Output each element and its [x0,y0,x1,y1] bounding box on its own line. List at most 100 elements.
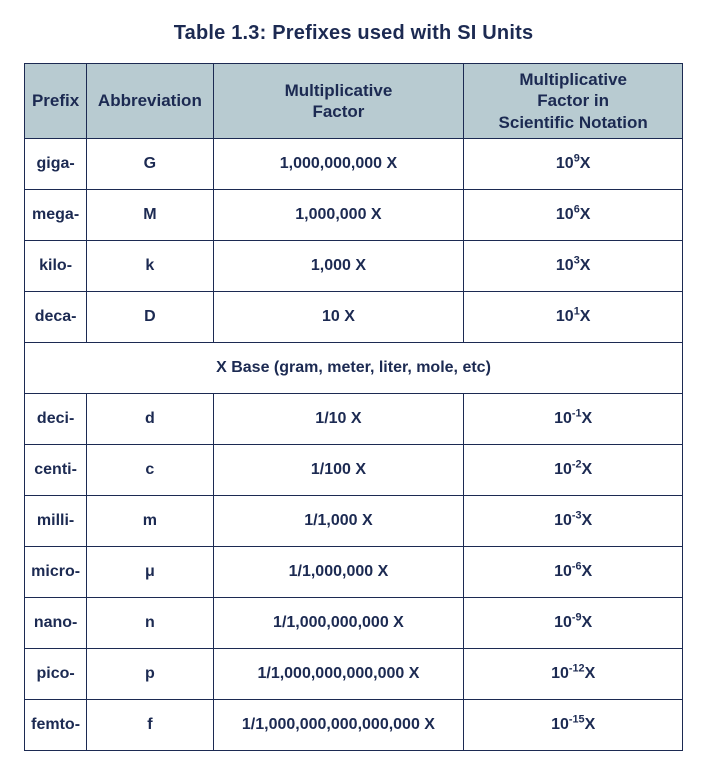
cell-factor: 1/1,000 X [213,496,464,547]
si-prefix-table: Prefix Abbreviation Multiplicative Facto… [24,63,683,751]
cell-sci: 10-1X [464,394,683,445]
sci-suffix: X [582,512,593,529]
sci-base: 10 [556,155,574,172]
sci-exp: -1 [572,408,582,420]
cell-factor: 1/1,000,000,000,000 X [213,649,464,700]
cell-prefix: milli- [25,496,87,547]
cell-factor: 1/10 X [213,394,464,445]
cell-prefix: giga- [25,139,87,190]
table-body: giga- G 1,000,000,000 X 109X mega- M 1,0… [25,139,683,751]
sci-base: 10 [554,512,572,529]
col-header-sci-l1: Multiplicative [519,70,627,89]
cell-factor: 1,000,000 X [213,190,464,241]
cell-prefix: nano- [25,598,87,649]
table-row: nano- n 1/1,000,000,000 X 10-9X [25,598,683,649]
sci-base: 10 [554,461,572,478]
cell-sci: 103X [464,241,683,292]
sci-exp: -3 [572,510,582,522]
col-header-prefix: Prefix [25,64,87,139]
sci-exp: -6 [572,561,582,573]
cell-factor: 1,000,000,000 X [213,139,464,190]
cell-abbr: k [87,241,213,292]
sci-suffix: X [582,461,593,478]
cell-sci: 10-12X [464,649,683,700]
table-header-row: Prefix Abbreviation Multiplicative Facto… [25,64,683,139]
col-header-factor: Multiplicative Factor [213,64,464,139]
separator-cell: X Base (gram, meter, liter, mole, etc) [25,343,683,394]
table-row: femto- f 1/1,000,000,000,000,000 X 10-15… [25,700,683,751]
col-header-sci-l2: Factor in [537,91,609,110]
cell-factor: 1/100 X [213,445,464,496]
col-header-factor-l2: Factor [312,102,364,121]
cell-abbr: c [87,445,213,496]
cell-abbr: m [87,496,213,547]
table-header: Prefix Abbreviation Multiplicative Facto… [25,64,683,139]
sci-base: 10 [551,665,569,682]
cell-abbr: d [87,394,213,445]
cell-sci: 109X [464,139,683,190]
cell-abbr: μ [87,547,213,598]
sci-exp: -2 [572,459,582,471]
table-row: centi- c 1/100 X 10-2X [25,445,683,496]
cell-sci: 10-9X [464,598,683,649]
sci-exp: -9 [572,612,582,624]
cell-sci: 10-3X [464,496,683,547]
cell-factor: 1/1,000,000,000 X [213,598,464,649]
cell-prefix: kilo- [25,241,87,292]
sci-suffix: X [580,257,591,274]
cell-prefix: pico- [25,649,87,700]
cell-sci: 101X [464,292,683,343]
cell-prefix: femto- [25,700,87,751]
table-row: deci- d 1/10 X 10-1X [25,394,683,445]
sci-suffix: X [580,155,591,172]
col-header-sci: Multiplicative Factor in Scientific Nota… [464,64,683,139]
table-row: micro- μ 1/1,000,000 X 10-6X [25,547,683,598]
table-row: giga- G 1,000,000,000 X 109X [25,139,683,190]
sci-exp: -12 [569,663,585,675]
table-row: deca- D 10 X 101X [25,292,683,343]
cell-factor: 1,000 X [213,241,464,292]
sci-base: 10 [551,716,569,733]
table-row: kilo- k 1,000 X 103X [25,241,683,292]
sci-base: 10 [554,563,572,580]
cell-abbr: M [87,190,213,241]
sci-suffix: X [580,308,591,325]
col-header-abbr: Abbreviation [87,64,213,139]
cell-prefix: mega- [25,190,87,241]
cell-abbr: p [87,649,213,700]
page-title: Table 1.3: Prefixes used with SI Units [24,22,683,45]
sci-base: 10 [556,206,574,223]
table-row: milli- m 1/1,000 X 10-3X [25,496,683,547]
table-row: pico- p 1/1,000,000,000,000 X 10-12X [25,649,683,700]
cell-sci: 106X [464,190,683,241]
cell-sci: 10-6X [464,547,683,598]
sci-base: 10 [556,308,574,325]
col-header-factor-l1: Multiplicative [285,81,393,100]
sci-base: 10 [554,614,572,631]
table-row: mega- M 1,000,000 X 106X [25,190,683,241]
sci-suffix: X [582,410,593,427]
cell-prefix: deca- [25,292,87,343]
separator-row: X Base (gram, meter, liter, mole, etc) [25,343,683,394]
cell-prefix: micro- [25,547,87,598]
col-header-sci-l3: Scientific Notation [499,113,648,132]
cell-abbr: G [87,139,213,190]
cell-sci: 10-2X [464,445,683,496]
cell-abbr: f [87,700,213,751]
cell-abbr: D [87,292,213,343]
cell-factor: 1/1,000,000 X [213,547,464,598]
cell-sci: 10-15X [464,700,683,751]
cell-abbr: n [87,598,213,649]
sci-suffix: X [585,716,596,733]
page: Table 1.3: Prefixes used with SI Units P… [0,0,707,779]
cell-prefix: deci- [25,394,87,445]
cell-prefix: centi- [25,445,87,496]
sci-suffix: X [580,206,591,223]
cell-factor: 1/1,000,000,000,000,000 X [213,700,464,751]
sci-suffix: X [585,665,596,682]
sci-suffix: X [582,614,593,631]
sci-base: 10 [554,410,572,427]
sci-base: 10 [556,257,574,274]
sci-exp: -15 [569,714,585,726]
sci-suffix: X [582,563,593,580]
